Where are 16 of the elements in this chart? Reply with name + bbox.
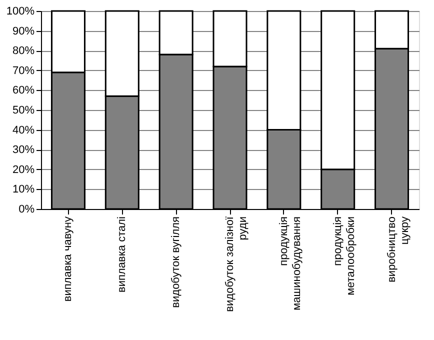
y-tick-label: 0% [18,204,35,216]
y-tick-label: 20% [12,164,35,176]
x-tick-label: видобуток залізної руди [224,216,249,312]
y-tick-label: 60% [12,84,35,97]
x-tick-label: видобуток вугілля [170,216,182,308]
y-tick-label: 70% [12,64,35,77]
y-tick-label: 80% [12,45,35,58]
x-tick-label: виробництво цукру [386,216,411,282]
x-tick-label: виплавка сталі [116,216,128,292]
y-tick-label: 100% [6,6,35,18]
y-tick-label: 30% [12,144,35,156]
y-tick-label: 10% [12,184,35,196]
y-tick-label: 40% [12,124,35,136]
y-tick-label: 50% [12,104,35,116]
x-tick-label: виплавка чавуну [62,216,74,302]
y-tick-label: 90% [12,25,35,38]
